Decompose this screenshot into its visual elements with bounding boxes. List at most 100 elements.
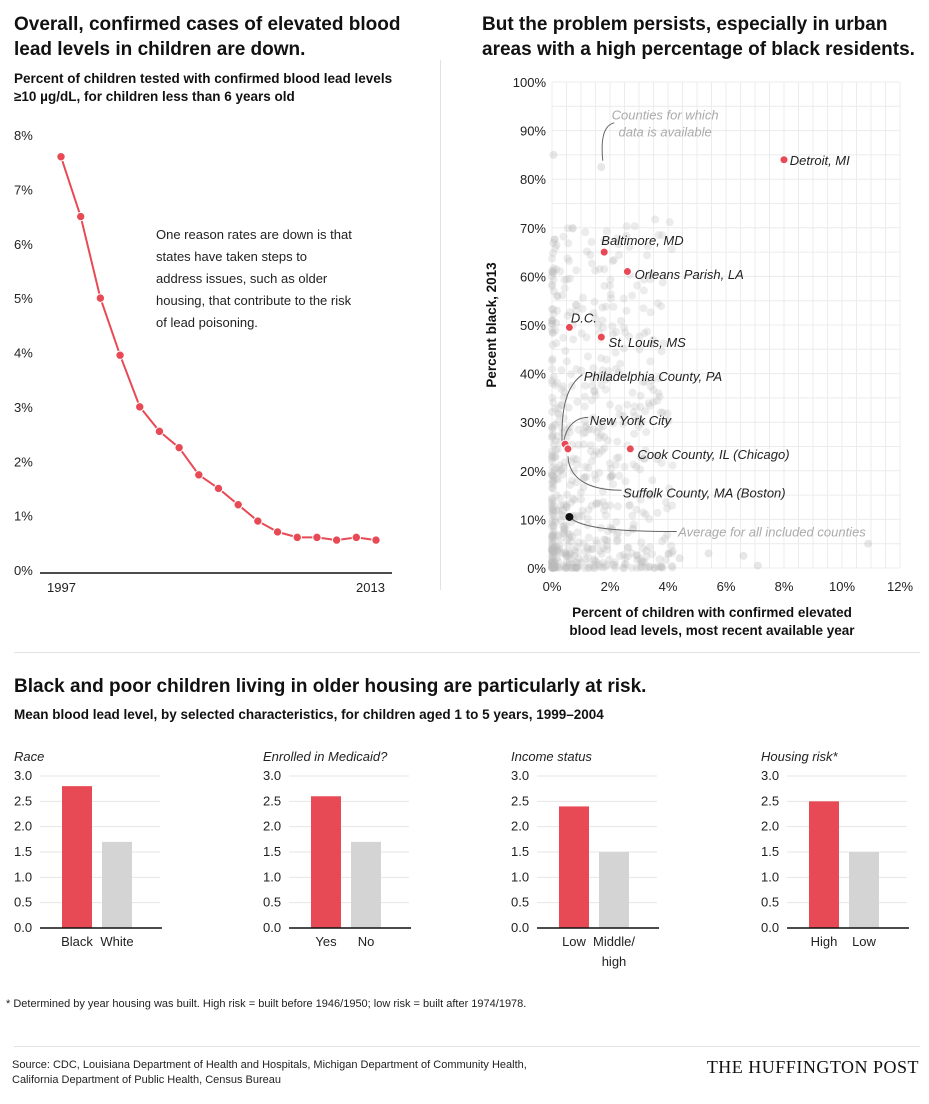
county-point [594, 560, 603, 569]
bar-chart-title: Income status [511, 749, 592, 764]
county-point [572, 455, 581, 464]
county-point [586, 441, 595, 450]
county-point [602, 375, 611, 384]
county-point [548, 494, 557, 503]
county-point [668, 461, 677, 470]
county-point [597, 163, 606, 172]
county-point [607, 472, 616, 481]
y-tick-label: 0.5 [263, 895, 281, 910]
county-point [656, 408, 665, 417]
x-tick-label: 12% [887, 579, 913, 594]
county-point [589, 563, 598, 572]
county-point [600, 281, 609, 290]
y-tick-label: 2.5 [761, 793, 779, 808]
county-point [864, 539, 873, 548]
county-point [625, 332, 634, 341]
county-point [630, 429, 639, 438]
y-tick-label: 1.5 [263, 844, 281, 859]
x-tick-label: 4% [659, 579, 678, 594]
county-point [616, 551, 625, 560]
county-point [548, 537, 557, 546]
county-point [589, 309, 598, 318]
county-point [548, 356, 557, 365]
county-point [548, 546, 557, 555]
county-point [595, 423, 604, 432]
county-point [599, 506, 608, 515]
county-point [579, 440, 588, 449]
county-point [675, 554, 684, 563]
county-point [556, 401, 565, 410]
y-tick-label: 60% [520, 269, 546, 284]
y-tick-label: 2.0 [263, 819, 281, 834]
county-point [657, 562, 666, 571]
county-point [613, 535, 622, 544]
county-point [548, 316, 557, 325]
county-point [555, 544, 564, 553]
county-point [579, 539, 588, 548]
county-point [620, 462, 629, 471]
county-point [548, 468, 556, 477]
county-point [571, 563, 580, 572]
county-point [668, 563, 677, 572]
county-point [548, 407, 557, 416]
county-point [611, 365, 620, 374]
county-point [562, 357, 571, 366]
highlighted-county-point [779, 155, 789, 165]
county-point [570, 546, 579, 555]
county-point [572, 548, 581, 557]
county-point [573, 558, 582, 567]
county-point [548, 328, 557, 337]
county-point [562, 551, 571, 560]
county-point [590, 563, 599, 572]
county-point [565, 274, 574, 283]
county-point [548, 470, 557, 479]
county-point [648, 476, 657, 485]
county-point [548, 272, 557, 281]
bar [599, 852, 629, 928]
category-label: Black [61, 934, 93, 949]
county-point [554, 417, 563, 426]
county-point [564, 239, 573, 248]
county-point [647, 376, 656, 385]
county-point [587, 457, 596, 466]
county-point [629, 408, 638, 417]
county-point [572, 563, 581, 572]
county-point [619, 344, 628, 353]
y-tick-label: 5% [14, 291, 33, 306]
county-point [569, 494, 578, 503]
county-point [661, 555, 670, 564]
county-point [548, 560, 557, 569]
county-point [655, 555, 664, 564]
average-point [565, 512, 574, 521]
county-point [595, 434, 604, 443]
county-point [629, 460, 638, 469]
brand-logo: THE HUFFINGTON POST [706, 1057, 919, 1077]
county-point [652, 455, 661, 464]
county-point [638, 563, 647, 572]
county-point [640, 329, 649, 338]
bars-title: Black and poor children living in older … [14, 676, 647, 697]
county-point [622, 222, 631, 231]
county-point [598, 422, 607, 431]
county-point [653, 450, 662, 459]
county-point [548, 530, 557, 539]
county-point [602, 227, 611, 236]
y-tick-label: 20% [520, 464, 546, 479]
county-point [548, 484, 557, 493]
county-point [608, 322, 617, 331]
county-point [556, 267, 565, 276]
highlighted-county-point [596, 332, 606, 342]
county-point [620, 323, 629, 332]
county-point [605, 400, 614, 409]
county-point [574, 425, 583, 434]
county-point [548, 452, 557, 461]
x-tick-label: 2013 [356, 580, 385, 595]
county-point [620, 563, 629, 572]
category-label: Yes [315, 934, 337, 949]
county-point [549, 533, 558, 542]
county-point [598, 563, 607, 572]
county-point [581, 381, 590, 390]
county-point [586, 447, 595, 456]
county-point [562, 558, 571, 567]
county-point [548, 547, 557, 556]
